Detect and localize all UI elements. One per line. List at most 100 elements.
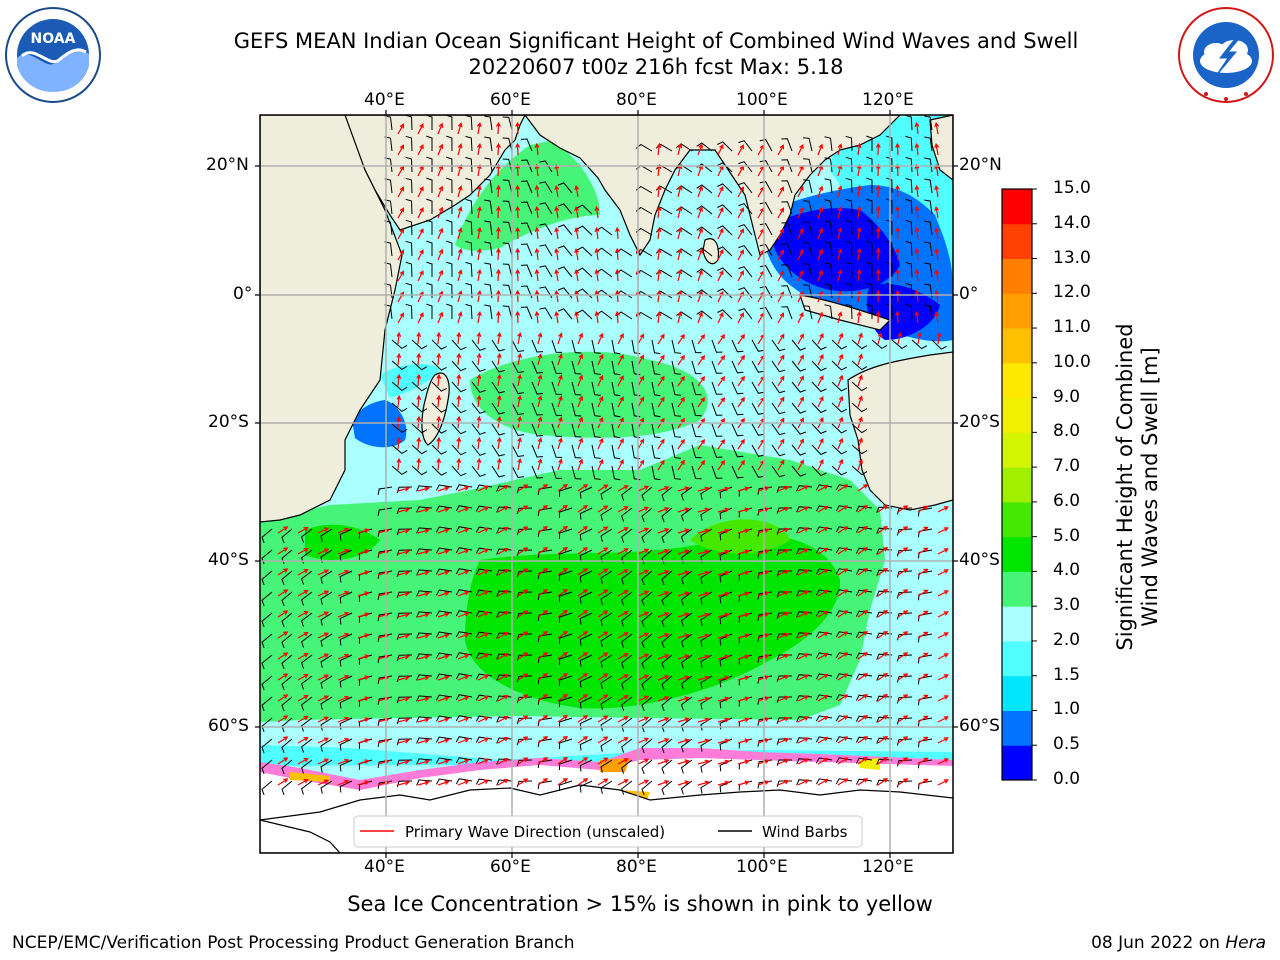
colorbar-tick-label: 15.0 bbox=[1053, 178, 1091, 198]
wave-direction-arrow bbox=[677, 438, 685, 450]
wind-barb bbox=[924, 262, 933, 278]
wind-barb bbox=[791, 444, 806, 456]
wave-direction-arrow bbox=[897, 694, 909, 702]
wind-barb bbox=[502, 137, 513, 152]
wave-direction-arrow bbox=[917, 715, 929, 723]
wave-direction-arrow bbox=[617, 375, 624, 387]
wave-direction-arrow bbox=[617, 333, 624, 345]
wind-barb bbox=[591, 339, 601, 354]
wind-barb bbox=[320, 654, 333, 668]
wind-barb bbox=[876, 527, 893, 534]
wind-barb bbox=[431, 465, 447, 476]
wave-direction-arrow bbox=[417, 654, 430, 660]
wave-direction-arrow bbox=[637, 459, 645, 471]
wind-barb bbox=[711, 381, 723, 395]
wind-barb bbox=[835, 547, 853, 554]
sea-ice-caption: Sea Ice Concentration > 15% is shown in … bbox=[347, 892, 933, 916]
wind-barb bbox=[680, 528, 693, 543]
wave-direction-arrow bbox=[857, 546, 869, 555]
wave-direction-arrow bbox=[397, 570, 410, 576]
wave-direction-arrow bbox=[777, 779, 790, 786]
wind-barb bbox=[621, 654, 633, 669]
wave-direction-arrow bbox=[437, 269, 444, 282]
colorbar-tick-label: 11.0 bbox=[1053, 317, 1091, 338]
wind-barb bbox=[759, 139, 773, 152]
wave-direction-arrow bbox=[637, 396, 645, 408]
wave-direction-arrow bbox=[437, 696, 450, 702]
wave-direction-arrow bbox=[737, 228, 744, 240]
wave-direction-arrow bbox=[937, 695, 949, 702]
wave-direction-arrow bbox=[934, 184, 940, 198]
colorbar-swatch bbox=[1002, 432, 1032, 468]
wind-barb bbox=[511, 381, 525, 395]
wave-direction-arrow bbox=[457, 206, 463, 219]
wave-direction-arrow bbox=[397, 507, 410, 513]
wave-direction-arrow bbox=[737, 528, 750, 534]
wave-direction-arrow bbox=[534, 163, 540, 177]
wave-direction-arrow bbox=[417, 228, 424, 240]
wind-barb bbox=[579, 549, 593, 562]
wave-direction-arrow bbox=[597, 374, 604, 387]
wave-direction-arrow bbox=[337, 611, 350, 618]
wind-barb bbox=[551, 339, 563, 353]
wave-direction-arrow bbox=[697, 354, 706, 366]
wave-direction-arrow bbox=[657, 486, 670, 492]
wave-direction-arrow bbox=[495, 268, 501, 282]
wave-direction-arrow bbox=[797, 185, 804, 198]
wave-direction-arrow bbox=[317, 569, 330, 576]
wind-barb bbox=[537, 696, 553, 706]
wind-barb bbox=[680, 507, 693, 522]
wave-direction-arrow bbox=[417, 312, 424, 324]
wind-barb bbox=[435, 547, 453, 554]
wave-direction-arrow bbox=[457, 674, 470, 681]
wave-direction-arrow bbox=[817, 652, 829, 660]
wave-direction-arrow bbox=[537, 353, 543, 366]
wind-barb bbox=[931, 339, 947, 350]
wave-direction-arrow bbox=[457, 122, 463, 135]
wave-direction-arrow bbox=[697, 396, 706, 408]
wave-direction-arrow bbox=[637, 354, 645, 366]
wave-direction-arrow bbox=[777, 144, 785, 156]
wave-direction-arrow bbox=[797, 611, 810, 618]
wind-barb bbox=[559, 675, 573, 687]
wave-direction-arrow bbox=[577, 673, 589, 681]
wind-barb bbox=[759, 181, 773, 194]
wave-direction-arrow bbox=[577, 757, 589, 765]
wind-barb bbox=[520, 180, 533, 194]
wave-direction-arrow bbox=[577, 526, 589, 534]
wind-barb bbox=[301, 759, 313, 774]
wave-direction-arrow bbox=[476, 163, 482, 177]
wind-barb bbox=[661, 675, 673, 691]
wind-barb bbox=[416, 716, 433, 723]
wave-direction-arrow bbox=[515, 205, 521, 219]
wind-barb bbox=[845, 156, 853, 173]
lon-label-bottom-60e: 60°E bbox=[490, 857, 531, 877]
wave-direction-arrow bbox=[797, 548, 810, 555]
wave-direction-arrow bbox=[917, 736, 929, 744]
wave-direction-arrow bbox=[677, 696, 690, 702]
wave-direction-arrow bbox=[677, 675, 690, 681]
wind-barb bbox=[896, 612, 913, 620]
wave-direction-arrow bbox=[917, 757, 929, 765]
wind-barb bbox=[771, 339, 786, 352]
wave-direction-arrow bbox=[837, 437, 844, 450]
wind-barb bbox=[696, 310, 713, 320]
wind-barb bbox=[671, 381, 681, 396]
wave-direction-arrow bbox=[617, 758, 629, 765]
wave-direction-arrow bbox=[397, 144, 405, 156]
wave-direction-arrow bbox=[637, 506, 650, 513]
wave-direction-arrow bbox=[917, 568, 929, 576]
wave-direction-arrows bbox=[277, 121, 949, 786]
wind-barb bbox=[641, 780, 653, 796]
wave-direction-arrow bbox=[877, 735, 889, 744]
wind-barb bbox=[600, 780, 613, 794]
wind-barb bbox=[700, 591, 713, 605]
wave-direction-arrow bbox=[697, 311, 703, 324]
wind-barb bbox=[896, 780, 913, 788]
wave-direction-arrow bbox=[597, 458, 604, 471]
wave-direction-arrow bbox=[436, 373, 442, 387]
wave-direction-arrow bbox=[797, 206, 804, 219]
wave-direction-arrow bbox=[495, 310, 501, 324]
wind-barb bbox=[751, 360, 765, 373]
wind-barb bbox=[717, 309, 733, 320]
